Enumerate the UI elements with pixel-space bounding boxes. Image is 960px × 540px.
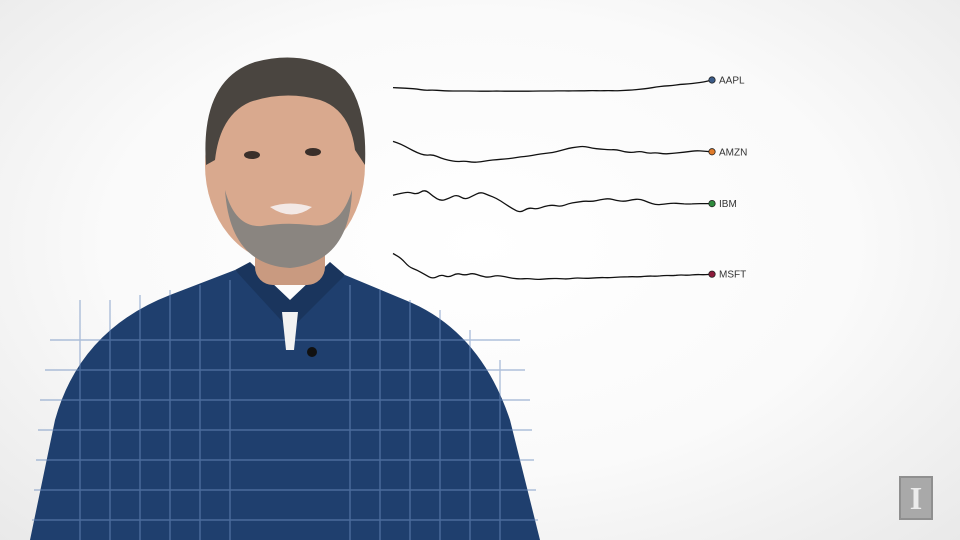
presenter-undershirt <box>282 312 298 350</box>
series-label-amzn: AMZN <box>719 147 747 158</box>
end-point-aapl <box>708 76 716 84</box>
presenter-shirt <box>30 270 540 540</box>
lapel-microphone <box>307 347 317 357</box>
series-label-ibm: IBM <box>719 199 737 210</box>
block-i-glyph: I <box>909 479 923 516</box>
series-label-msft: MSFT <box>719 270 746 281</box>
end-point-ibm <box>708 200 716 208</box>
series-label-aapl: AAPL <box>719 76 745 87</box>
sparkline-aapl <box>392 79 713 92</box>
presenter-figure <box>30 57 540 540</box>
sparkline-ibm <box>392 190 712 213</box>
sparkline-amzn <box>392 140 713 163</box>
presenter-mouth <box>270 203 312 215</box>
presenter-beard <box>225 190 352 268</box>
presenter-head <box>205 67 365 263</box>
presenter-left-eye <box>244 151 260 159</box>
sparkline-chart: AAPL AMZN IBM MSFT <box>392 76 747 281</box>
presenter-hair <box>205 57 366 165</box>
illinois-block-i-icon: I <box>899 476 933 520</box>
end-point-amzn <box>708 148 716 156</box>
presenter-right-eye <box>305 148 321 156</box>
sparkline-msft <box>392 252 713 281</box>
end-point-msft <box>708 270 716 278</box>
shirt-check-pattern <box>32 280 538 540</box>
